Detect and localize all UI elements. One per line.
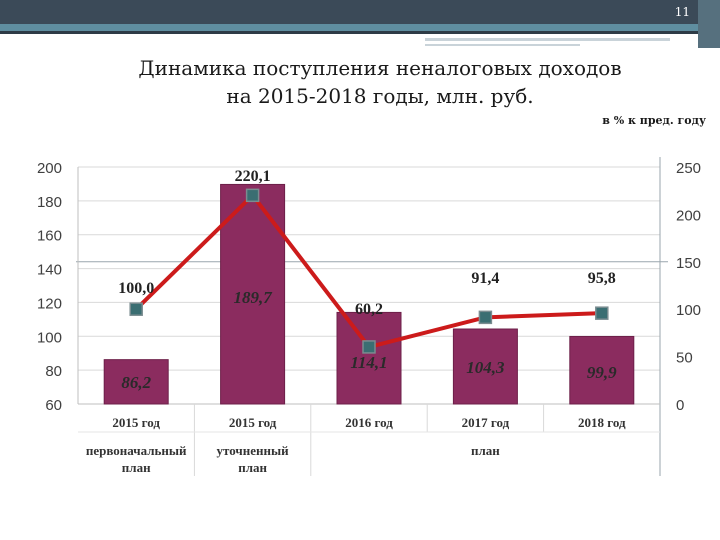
header-bar — [0, 0, 720, 24]
left-axis-tick: 180 — [37, 194, 62, 211]
bar — [336, 311, 402, 405]
decorative-line — [425, 38, 670, 41]
line-point — [478, 310, 493, 325]
line-point — [362, 340, 376, 354]
line-point — [245, 188, 260, 203]
slide-title: Динамика поступления неналоговых доходов… — [0, 54, 720, 110]
line-value-label: 100,0 — [118, 280, 154, 297]
category-group-label: план — [122, 460, 151, 475]
right-axis-tick: 0 — [676, 397, 684, 414]
category-group-label: план — [471, 443, 500, 458]
slide-number: 11 — [674, 5, 690, 19]
right-axis-tick: 150 — [676, 255, 701, 272]
bar-value-label: 114,1 — [350, 353, 387, 372]
line-value-label: 60,2 — [355, 301, 383, 318]
category-group-label: первоначальный — [86, 443, 187, 458]
left-axis-tick: 120 — [37, 295, 62, 312]
right-axis-tick: 100 — [676, 302, 701, 319]
line-value-label: 220,1 — [235, 168, 271, 185]
category-label: 2016 год — [345, 415, 393, 430]
bar-value-label: 189,7 — [233, 288, 273, 307]
right-axis-tick: 200 — [676, 207, 701, 224]
line-value-label: 91,4 — [471, 270, 499, 287]
title-line-1: Динамика поступления неналоговых доходов — [138, 56, 622, 80]
right-axis-tick: 50 — [676, 350, 693, 367]
left-axis-tick: 160 — [37, 228, 62, 245]
header-dark-stripe — [0, 31, 720, 34]
line-value-label: 95,8 — [588, 270, 616, 287]
bar-value-label: 86,2 — [121, 373, 151, 392]
left-axis-tick: 60 — [45, 397, 62, 414]
category-group-label: уточненный — [217, 443, 290, 458]
left-axis-tick: 100 — [37, 329, 62, 346]
header-accent-stripe — [0, 24, 720, 31]
category-label: 2017 год — [462, 415, 510, 430]
category-label: 2015 год — [229, 415, 277, 430]
title-line-2: на 2015-2018 годы, млн. руб. — [226, 84, 534, 108]
left-axis-tick: 200 — [37, 160, 62, 177]
left-axis-tick: 80 — [45, 363, 62, 380]
category-group-label: план — [238, 460, 267, 475]
bar-value-label: 104,3 — [466, 358, 505, 377]
left-axis-tick: 140 — [37, 262, 62, 279]
bar — [569, 335, 635, 405]
line-point — [129, 302, 143, 316]
decorative-line — [425, 44, 580, 46]
bar — [103, 359, 169, 405]
bar-value-label: 99,9 — [587, 363, 617, 382]
right-axis-tick: 250 — [676, 160, 701, 177]
category-label: 2015 год — [112, 415, 160, 430]
right-axis-note: в % к пред. году — [602, 114, 706, 127]
header-corner-block — [698, 0, 720, 48]
line-point — [595, 306, 609, 320]
category-label: 2018 год — [578, 415, 626, 430]
bar — [452, 328, 518, 405]
